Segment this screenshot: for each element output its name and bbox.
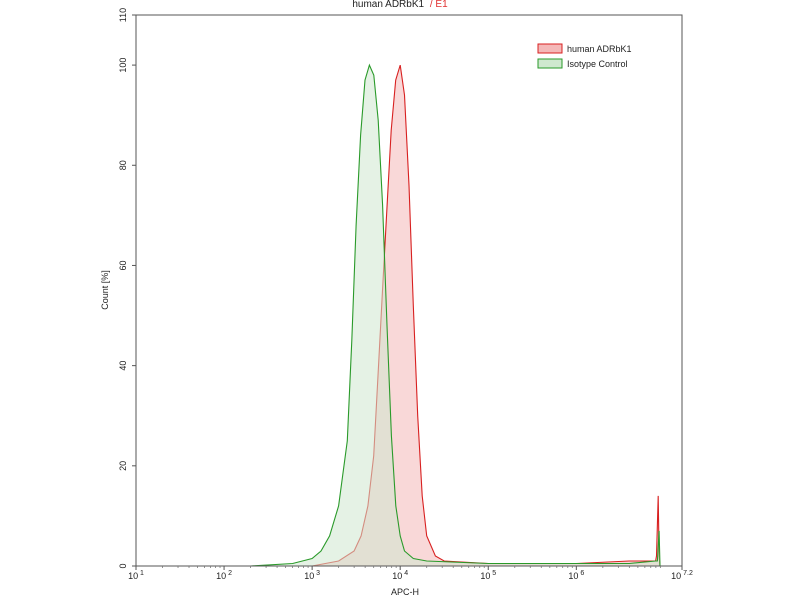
plot-frame [135,14,683,567]
y-tick-label: 0 [118,563,128,568]
legend-label-human-adrbk1: human ADRbK1 [567,44,632,54]
y-tick-label: 110 [118,8,128,22]
y-axis: 0 20 40 60 80 100 110 [118,8,136,569]
series-line-isotype-control [250,63,661,567]
y-tick-label: 20 [118,461,128,471]
series-fill-isotype-control [250,65,660,566]
chart-title-main: human ADRbK1 [352,0,424,10]
y-tick-label: 60 [118,260,128,270]
chart-title: human ADRbK1 / E1 [352,0,448,10]
x-tick-label: 10 1 [128,570,144,581]
y-axis-title: Count [%] [100,270,110,310]
legend-swatch-isotype-control [537,58,563,69]
y-tick-label: 40 [118,361,128,371]
legend: human ADRbK1 Isotype Control [537,43,632,69]
legend-label-isotype-control: Isotype Control [567,59,628,69]
series-fill-human-adrbk1 [312,65,660,566]
x-tick-label: 10 3 [304,570,320,581]
x-tick-label: 10 4 [392,570,408,581]
x-axis: 10 1 10 2 10 3 10 4 10 5 10 6 10 7.2 [128,566,693,581]
y-tick-label: 80 [118,160,128,170]
x-tick-label: 10 6 [568,570,584,581]
chart-title-suffix: / E1 [430,0,448,10]
x-axis-title: APC-H [391,587,419,597]
x-tick-label: 10 5 [480,570,496,581]
x-tick-label: 10 2 [216,570,232,581]
x-tick-label: 10 7.2 [671,570,693,581]
series-layer [250,63,661,567]
legend-swatch-human-adrbk1 [537,43,563,54]
y-tick-label: 100 [118,58,128,73]
